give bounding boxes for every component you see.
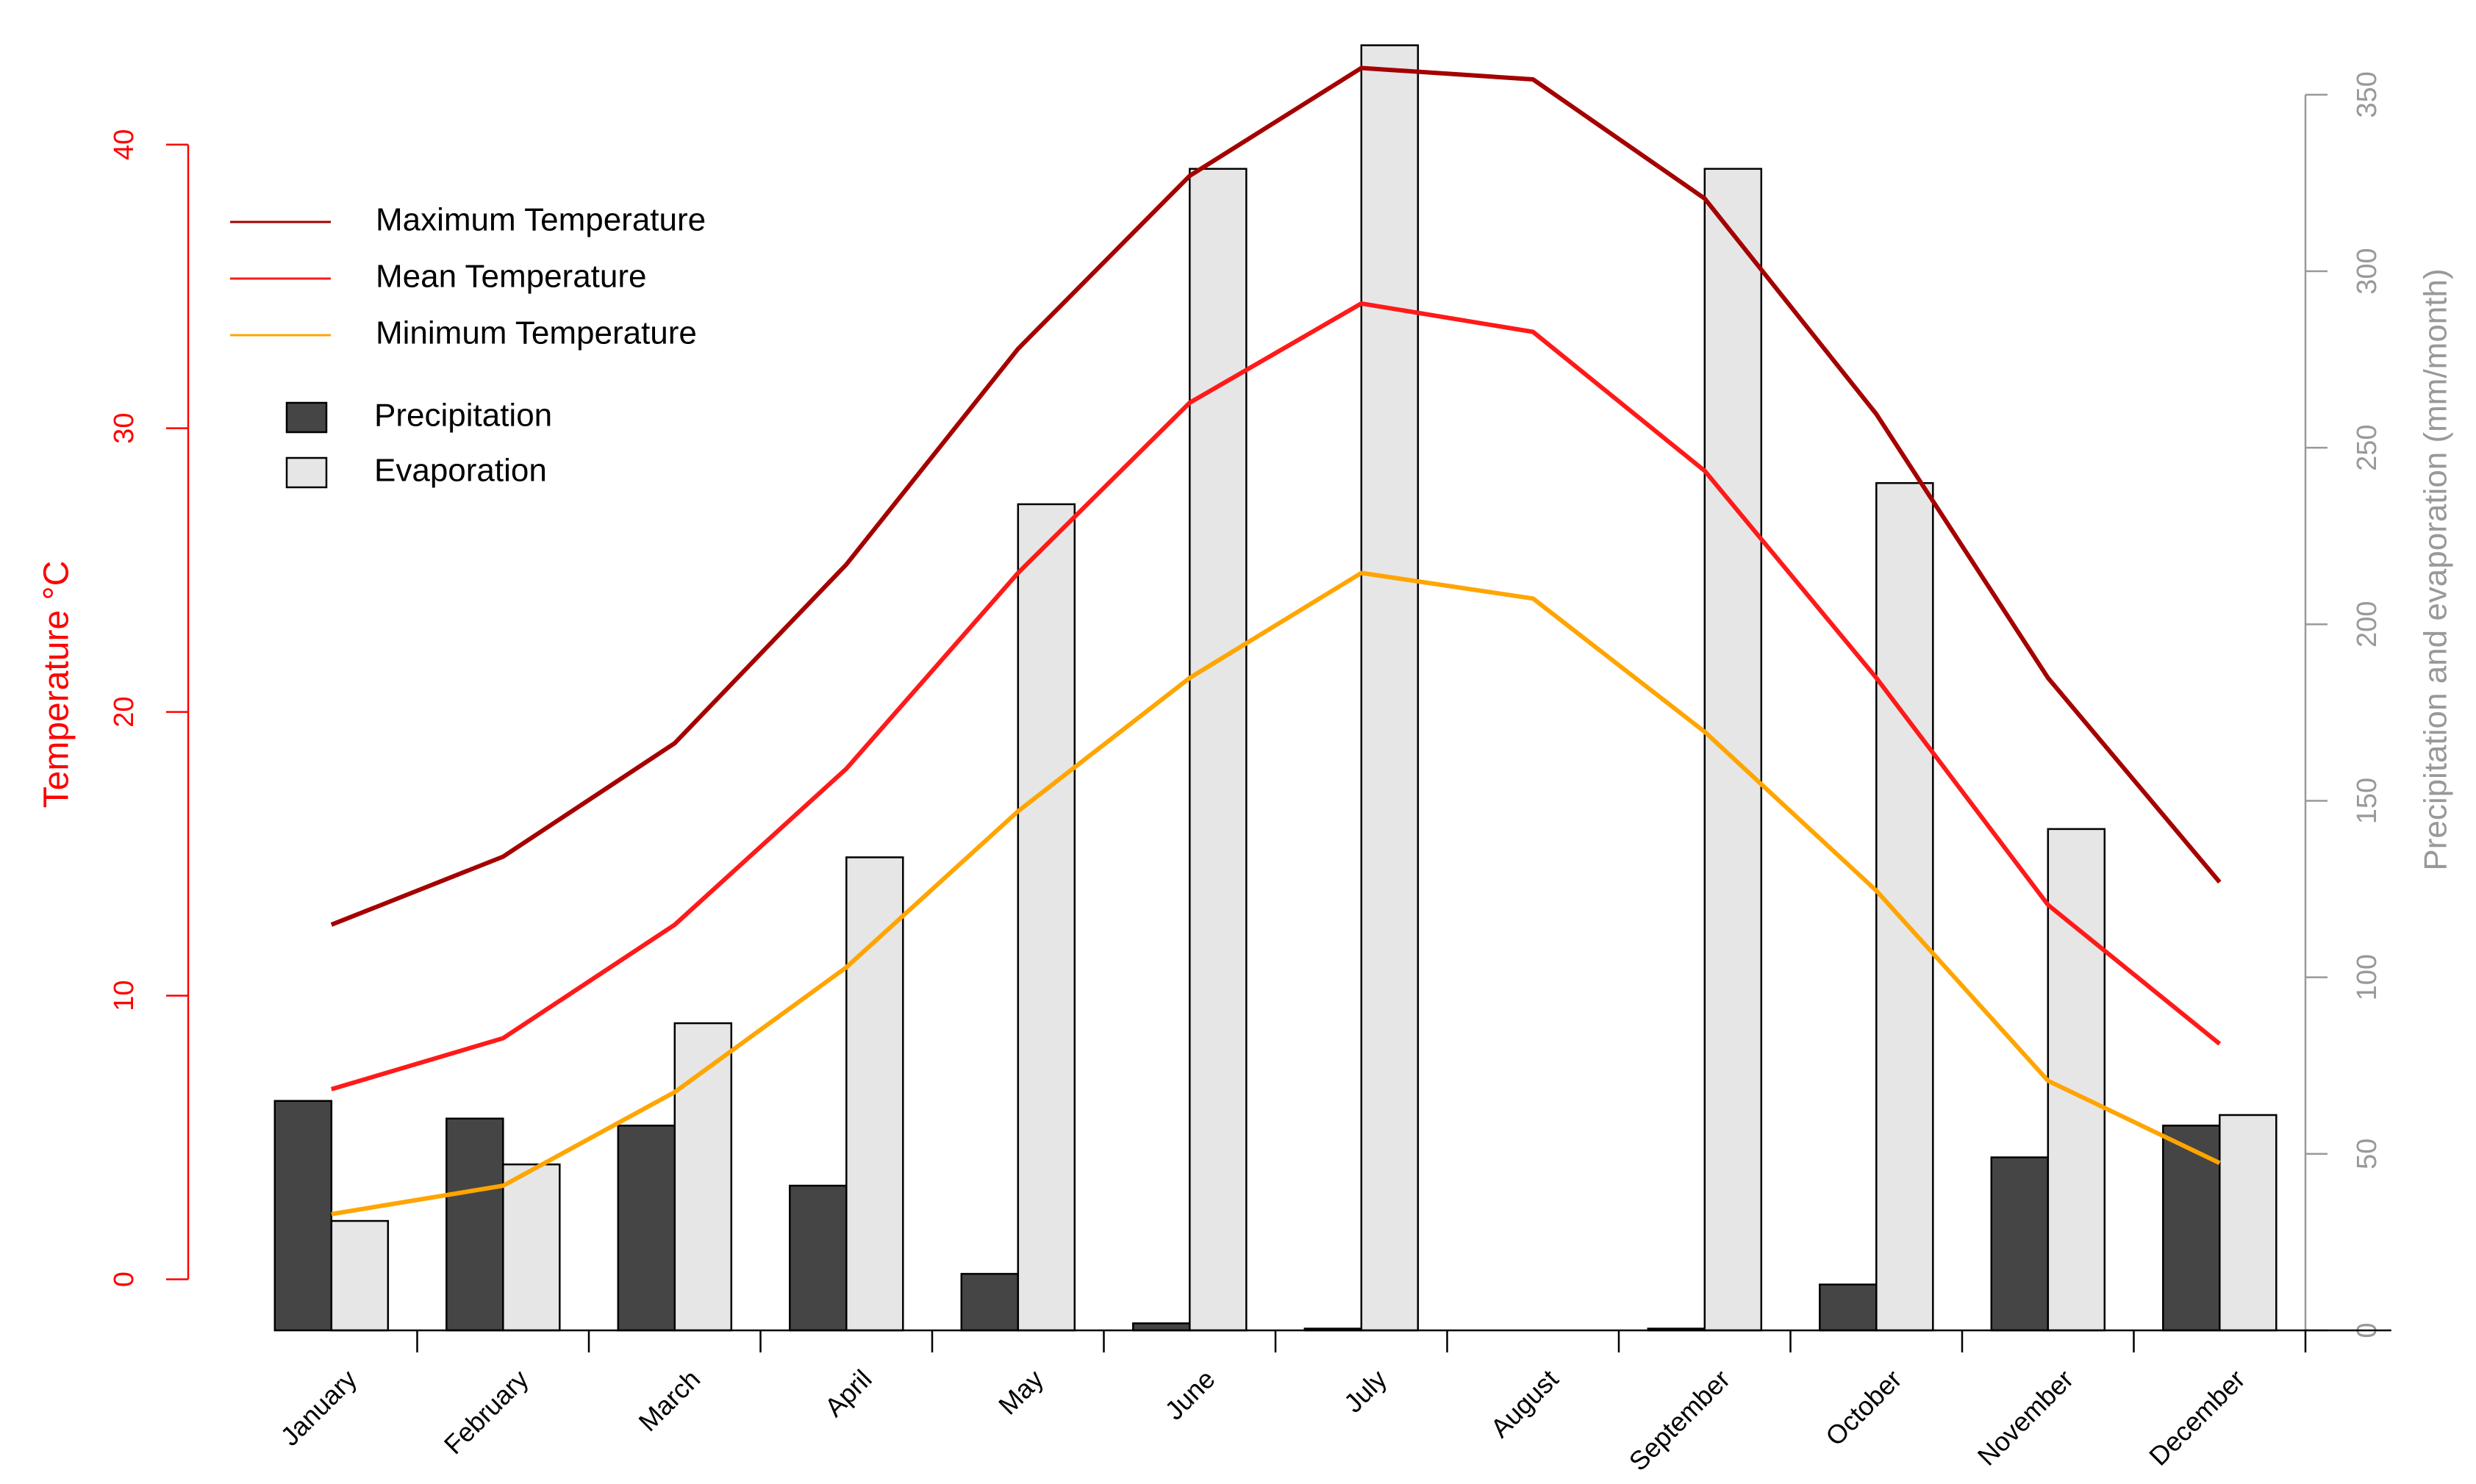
x-axis-month-label: October xyxy=(1820,1363,1908,1452)
evaporation-bar xyxy=(2219,1114,2278,1332)
left-axis-tick-label: 30 xyxy=(109,413,140,444)
left-axis-tick-label: 20 xyxy=(109,696,140,727)
precipitation-bar xyxy=(2162,1125,2221,1332)
right-axis-tick-label: 150 xyxy=(2352,778,2383,824)
legend-precipitation-swatch xyxy=(285,401,328,434)
precipitation-bar xyxy=(273,1100,333,1332)
x-axis-month-label: March xyxy=(632,1363,706,1437)
x-axis-month-label: December xyxy=(2143,1363,2250,1471)
evaporation-bar xyxy=(330,1219,390,1332)
precipitation-bar xyxy=(960,1272,1020,1332)
left-axis-tick-label: 0 xyxy=(109,1272,140,1287)
precipitation-bar xyxy=(1132,1322,1191,1332)
evaporation-bar xyxy=(1875,481,1934,1332)
left-axis-tick-label: 40 xyxy=(109,129,140,160)
bar-layer xyxy=(273,44,2278,1332)
max-temperature-line xyxy=(330,65,2222,927)
right-axis-tick-label: 250 xyxy=(2352,424,2383,470)
evaporation-bar xyxy=(845,856,904,1332)
mean-temperature-line xyxy=(330,301,2222,1092)
x-axis-month-label: June xyxy=(1159,1363,1220,1425)
evaporation-bar xyxy=(1017,503,1076,1332)
precipitation-bar xyxy=(1990,1156,2050,1332)
right-axis-tick-label: 300 xyxy=(2352,248,2383,294)
precipitation-bar xyxy=(446,1117,504,1332)
x-axis-month-label: August xyxy=(1484,1363,1564,1443)
evaporation-bar xyxy=(502,1163,561,1332)
x-axis-month-label: January xyxy=(275,1363,363,1452)
legend-min-temperature-label: Minimum Temperature xyxy=(376,315,697,351)
right-axis-tick-label: 100 xyxy=(2352,954,2383,1000)
precipitation-bar xyxy=(789,1184,848,1332)
min-temperature-line xyxy=(331,570,2221,1216)
precipitation-bar xyxy=(617,1125,676,1332)
legend-evaporation-label: Evaporation xyxy=(374,453,547,489)
legend: Maximum Temperature Mean Temperature Minim… xyxy=(230,202,706,489)
evaporation-bar xyxy=(673,1022,733,1332)
evaporation-bar xyxy=(1189,168,1248,1332)
right-axis-tick-label: 200 xyxy=(2352,601,2383,648)
evaporation-bar xyxy=(1703,168,1763,1332)
legend-precipitation-label: Precipitation xyxy=(374,398,552,434)
temperature-lines-layer xyxy=(330,65,2222,1216)
legend-evaporation-swatch xyxy=(285,456,328,489)
legend-mean-temperature-label: Mean Temperature xyxy=(376,259,647,295)
x-axis-month-label: April xyxy=(819,1363,878,1422)
right-axis-title: Precipitation and evaporation (mm/month) xyxy=(2418,268,2454,870)
left-axis-tick-label: 10 xyxy=(109,980,140,1011)
x-axis-month-label: September xyxy=(1623,1363,1736,1477)
precipitation-bar xyxy=(1819,1283,1878,1332)
legend-max-temperature-label: Maximum Temperature xyxy=(376,202,706,238)
left-axis-title: Temperature °C xyxy=(37,561,76,809)
evaporation-bar xyxy=(2047,828,2106,1332)
x-axis-month-label: May xyxy=(992,1363,1049,1420)
right-axis-tick-label: 50 xyxy=(2352,1139,2383,1169)
x-axis-month-label: February xyxy=(438,1363,534,1460)
x-axis-month-label: July xyxy=(1338,1363,1392,1418)
x-axis-month-label: November xyxy=(1972,1363,2079,1471)
evaporation-bar xyxy=(1360,44,1420,1332)
right-axis-tick-label: 350 xyxy=(2352,71,2383,118)
